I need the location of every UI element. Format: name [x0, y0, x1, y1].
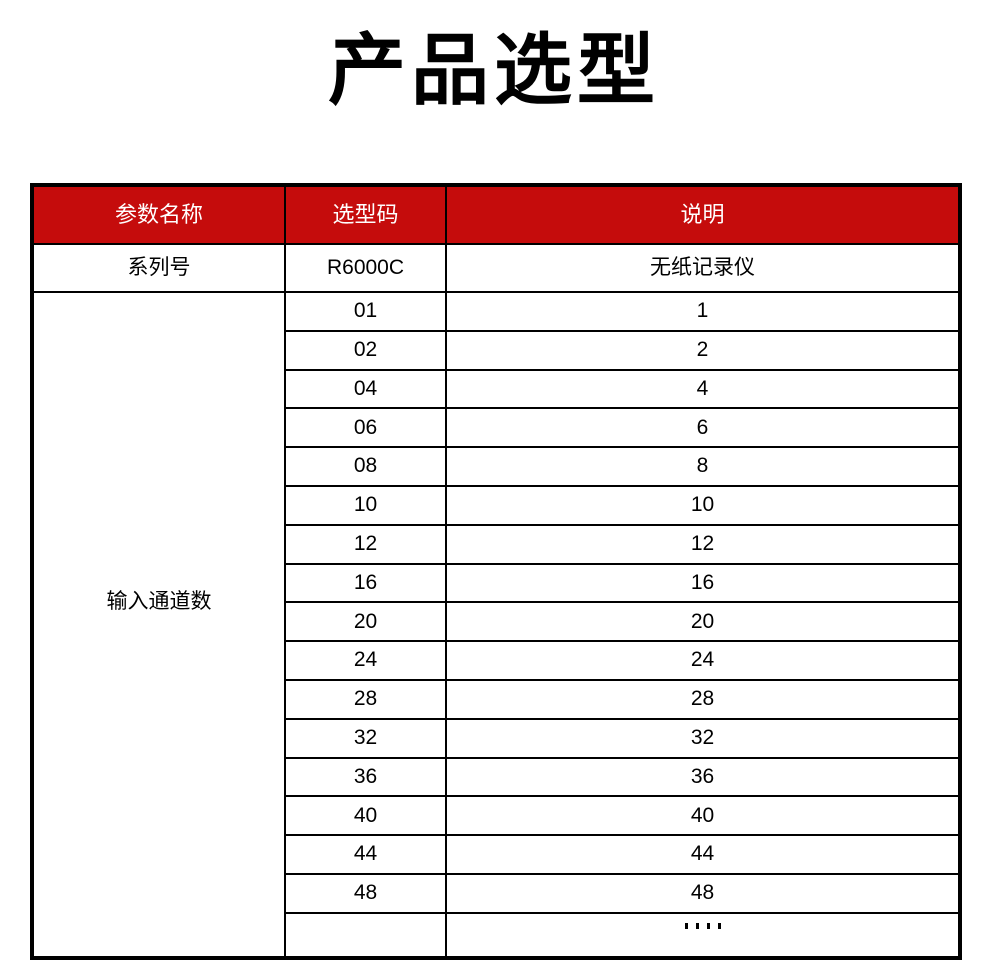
channel-desc-cell: 6: [445, 407, 961, 449]
channel-code-cell: 16: [284, 562, 447, 604]
channel-desc-cell: 1: [445, 291, 961, 332]
table-row-channel: 44 44: [32, 834, 961, 875]
channel-desc-cell: 40: [445, 795, 961, 837]
channel-desc-cell: 2: [445, 329, 961, 371]
channel-desc-cell: 20: [445, 601, 961, 643]
column-header-selection-code: 选型码: [284, 184, 447, 245]
page-title: 产品选型: [327, 26, 660, 114]
channel-desc-cell: 28: [445, 678, 961, 720]
channel-code-cell: 36: [284, 756, 447, 798]
channel-desc-cell: 16: [445, 562, 961, 604]
partial-desc-cell: [445, 911, 961, 959]
channel-code-cell: 06: [284, 407, 447, 449]
channel-code-cell: 12: [284, 523, 447, 565]
channel-desc-cell: 4: [445, 368, 961, 410]
column-header-param-name: 参数名称: [31, 184, 286, 245]
channel-desc-cell: 36: [445, 756, 961, 798]
table-row-channel: 32 32: [32, 717, 961, 759]
table-row-channel: 28 28: [32, 678, 961, 720]
partial-code-cell: [284, 911, 447, 959]
series-desc-cell: 无纸记录仪: [445, 243, 961, 293]
channel-code-cell: 40: [284, 795, 447, 837]
channel-code-cell: 04: [284, 368, 447, 410]
table-row-channel: 24 24: [32, 640, 961, 681]
table-row-channel: 06 6: [32, 407, 961, 449]
table-row-channel: 输入通道数 01 1: [31, 291, 961, 959]
product-selection-table: 参数名称 选型码 说明 系列号 R6000C 无纸记录仪 输入通道数 01 1 …: [30, 183, 962, 960]
series-param-cell: 系列号: [31, 243, 286, 293]
table-row-channel: 02 2: [32, 329, 961, 371]
channel-desc-cell: 48: [445, 872, 961, 914]
channel-code-cell: 20: [284, 601, 447, 643]
channel-code-cell: 28: [284, 678, 447, 720]
channel-desc-cell: 32: [445, 717, 961, 759]
channel-code-cell: 44: [284, 834, 447, 875]
table-header-row: 参数名称 选型码 说明: [31, 184, 961, 245]
channel-desc-cell: 8: [445, 446, 961, 487]
table-row-channel: 20 20: [32, 601, 961, 643]
clipped-next-row-text-fragment: [448, 922, 958, 929]
table-row-series: 系列号 R6000C 无纸记录仪: [31, 243, 961, 293]
table-row-channel: 12 12: [32, 523, 961, 565]
channel-code-cell: 01: [284, 291, 447, 332]
table-row-channel: 04 4: [32, 368, 961, 410]
channels-param-cell: 输入通道数: [31, 291, 286, 959]
column-header-description: 说明: [445, 184, 961, 245]
series-code-cell: R6000C: [284, 243, 447, 293]
channel-desc-cell: 44: [445, 834, 961, 875]
channel-code-cell: 24: [284, 640, 447, 681]
channel-desc-cell: 10: [445, 484, 961, 526]
table-row-channel: 36 36: [32, 756, 961, 798]
channel-desc-cell: 12: [445, 523, 961, 565]
channel-code-cell: 48: [284, 872, 447, 914]
channel-code-cell: 08: [284, 446, 447, 487]
table-row-channel: 10 10: [32, 484, 961, 526]
channel-desc-cell: 24: [445, 640, 961, 681]
channel-code-cell: 02: [284, 329, 447, 371]
table-row-channel: 08 8: [32, 446, 961, 487]
channel-code-cell: 32: [284, 717, 447, 759]
table-row-channel: 40 40: [32, 795, 961, 837]
table-row-channel: 16 16: [32, 562, 961, 604]
channel-code-cell: 10: [284, 484, 447, 526]
